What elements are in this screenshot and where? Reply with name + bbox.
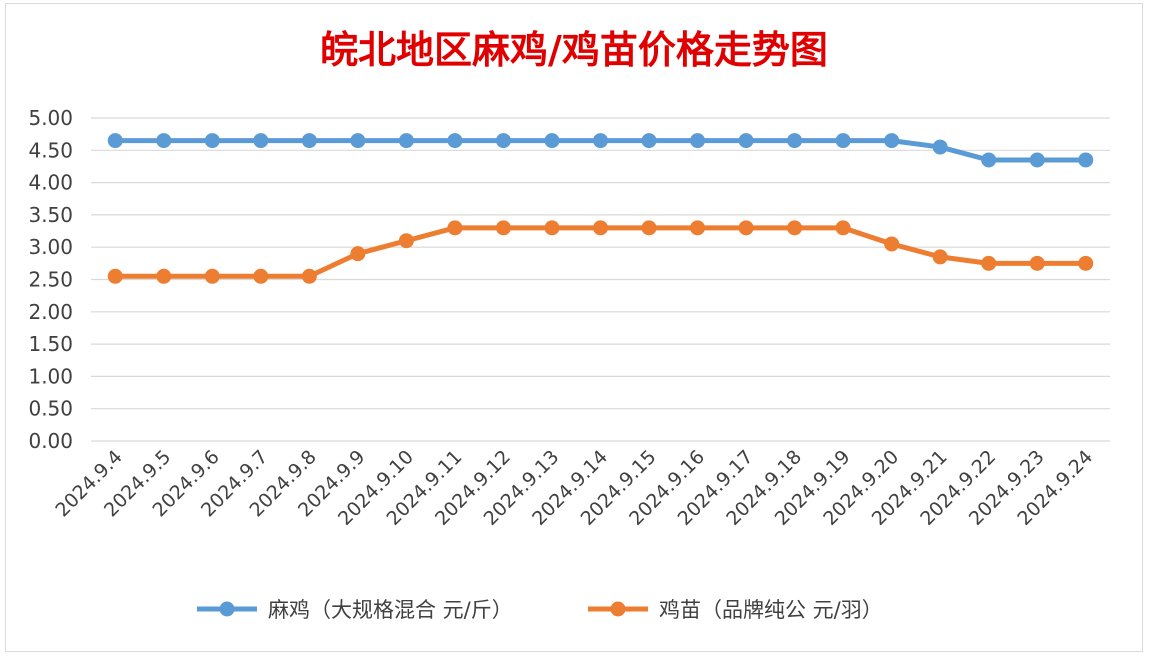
data-point: [156, 133, 172, 149]
chart-title: 皖北地区麻鸡/鸡苗价格走势图: [320, 27, 828, 72]
data-point: [884, 133, 900, 149]
data-point: [835, 133, 851, 149]
data-point: [350, 133, 366, 149]
series-layer: [107, 133, 1094, 284]
data-point: [1078, 255, 1094, 271]
data-point: [1029, 152, 1045, 168]
y-tick-label: 0.50: [28, 397, 73, 421]
data-point: [253, 268, 269, 284]
data-point: [884, 236, 900, 252]
data-point: [301, 133, 317, 149]
data-point: [1078, 152, 1094, 168]
data-point: [787, 220, 803, 236]
series-2: [107, 220, 1094, 284]
data-point: [398, 233, 414, 249]
y-tick-label: 4.50: [28, 138, 73, 162]
data-point: [350, 246, 366, 262]
data-point: [738, 220, 754, 236]
y-tick-label: 2.00: [28, 300, 73, 324]
y-tick-label: 5.00: [28, 106, 73, 130]
data-point: [107, 268, 123, 284]
y-tick-label: 1.50: [28, 332, 73, 356]
data-point: [253, 133, 269, 149]
data-point: [495, 133, 511, 149]
data-point: [932, 139, 948, 155]
data-point: [156, 268, 172, 284]
data-point: [690, 220, 706, 236]
legend-swatch-marker: [219, 601, 235, 617]
chart-border: [5, 3, 1143, 652]
data-point: [447, 220, 463, 236]
legend-label: 麻鸡（大规格混合 元/斤）: [268, 598, 513, 622]
legend-item-1: 麻鸡（大规格混合 元/斤）: [197, 598, 513, 622]
data-point: [1029, 255, 1045, 271]
data-point: [738, 133, 754, 149]
legend-swatch-marker: [610, 601, 626, 617]
y-tick-label: 4.00: [28, 171, 73, 195]
y-tick-label: 3.00: [28, 235, 73, 259]
data-point: [932, 249, 948, 265]
legend: 麻鸡（大规格混合 元/斤） 鸡苗（品牌纯公 元/羽）: [197, 598, 883, 622]
y-tick-label: 1.00: [28, 364, 73, 388]
legend-label: 鸡苗（品牌纯公 元/羽）: [659, 598, 883, 622]
data-point: [641, 133, 657, 149]
data-point: [835, 220, 851, 236]
y-tick-label: 0.00: [28, 429, 73, 453]
data-point: [204, 133, 220, 149]
data-point: [204, 268, 220, 284]
data-point: [544, 220, 560, 236]
data-point: [593, 133, 608, 149]
y-tick-label: 2.50: [28, 268, 73, 292]
legend-item-2: 鸡苗（品牌纯公 元/羽）: [588, 598, 883, 622]
data-point: [981, 255, 997, 271]
y-axis-ticks: 0.00 0.50 1.00 1.50 2.00 2.50 3.00 3.50 4.00 4.50…: [28, 106, 73, 453]
data-point: [398, 133, 414, 149]
data-point: [544, 133, 560, 149]
data-point: [495, 220, 511, 236]
series-1: [107, 133, 1094, 168]
data-point: [787, 133, 803, 149]
data-point: [593, 220, 608, 236]
data-point: [301, 268, 317, 284]
data-point: [641, 220, 657, 236]
data-point: [690, 133, 706, 149]
y-tick-label: 3.50: [28, 203, 73, 227]
data-point: [107, 133, 123, 149]
data-point: [447, 133, 463, 149]
data-point: [981, 152, 997, 168]
